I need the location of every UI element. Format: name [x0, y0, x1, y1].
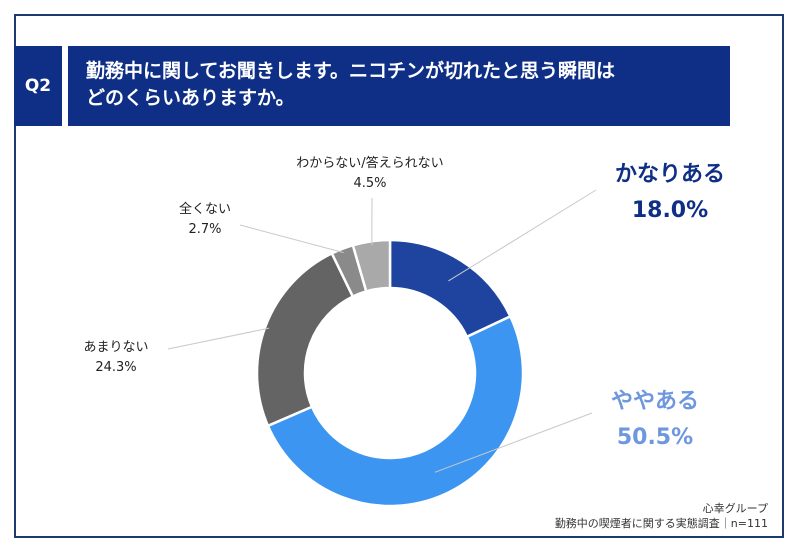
leader-lines [167, 189, 597, 473]
leader-yaya-aru [434, 412, 593, 473]
question-line-1: 勤務中に関してお聞きします。ニコチンが切れたと思う瞬間は [86, 60, 615, 82]
label-kanari-aru: かなりある 18.0% [600, 156, 740, 223]
label-name-wakaranai: わからない/答えられない [296, 156, 444, 171]
slice-amari-nai [255, 251, 355, 428]
label-wakaranai: わからない/答えられない 4.5% [265, 152, 475, 191]
label-value-kanari-aru: 18.0% [631, 198, 709, 223]
slice-wakaranai [351, 238, 392, 293]
label-value-wakaranai: 4.5% [353, 176, 387, 191]
leader-kanari-aru [448, 189, 597, 282]
slice-yaya-aru [266, 314, 525, 508]
footer-survey: 勤務中の喫煙者に関する実態調査｜n=111 [554, 517, 768, 530]
label-value-amari-nai: 24.3% [95, 360, 137, 375]
label-yaya-aru: ややある 50.5% [585, 383, 725, 450]
question-number-badge: Q2 [14, 46, 62, 126]
chart-frame [14, 14, 784, 538]
label-name-kanari-aru: かなりある [614, 162, 725, 187]
label-value-yaya-aru: 50.5% [616, 425, 694, 450]
label-name-yaya-aru: ややある [610, 389, 699, 414]
footer-source: 心幸グループ [702, 502, 768, 515]
slice-kanari-aru [388, 238, 513, 339]
label-mattaku-nai: 全くない 2.7% [160, 198, 250, 237]
leader-amari-nai [167, 327, 270, 350]
question-text-box: 勤務中に関してお聞きします。ニコチンが切れたと思う瞬間は どのくらいありますか。 [68, 46, 730, 126]
label-name-mattaku-nai: 全くない [178, 202, 231, 217]
label-name-amari-nai: あまりない [83, 340, 149, 355]
label-value-mattaku-nai: 2.7% [188, 222, 222, 237]
donut-slices [255, 238, 525, 508]
question-line-2: どのくらいありますか。 [86, 87, 295, 109]
footer: 心幸グループ 勤務中の喫煙者に関する実態調査｜n=111 [555, 501, 768, 531]
leader-mattaku-nai [239, 224, 344, 254]
label-amari-nai: あまりない 24.3% [66, 336, 166, 375]
